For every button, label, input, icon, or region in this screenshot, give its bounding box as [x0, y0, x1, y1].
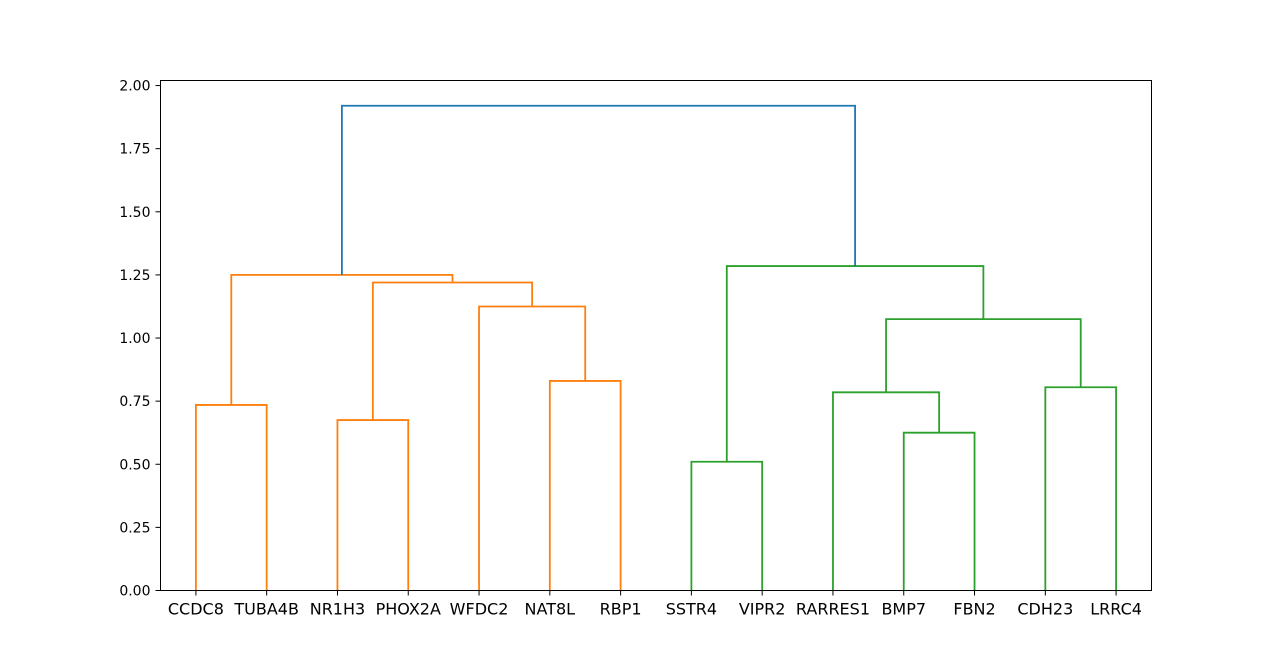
merge-link: [885, 318, 1082, 393]
y-tick-label: 0.00: [119, 584, 150, 600]
leaf-label-wfdc2: WFDC2: [450, 600, 509, 619]
leaf-label-bmp7: BMP7: [881, 600, 926, 619]
merge-link: [230, 274, 454, 405]
y-tick-label: 1.75: [119, 142, 150, 158]
merge-link: [340, 104, 856, 275]
leaf-label-phox2a: PHOX2A: [376, 600, 441, 619]
leaf-label-ccdc8: CCDC8: [168, 600, 224, 619]
leaf-label-nr1h3: NR1H3: [310, 600, 365, 619]
merge-link: [832, 391, 941, 591]
merge-link: [371, 281, 534, 421]
leaf-label-tuba4b: TUBA4B: [233, 600, 299, 619]
leaf-label-rbp1: RBP1: [600, 600, 642, 619]
y-tick-label: 0.75: [119, 394, 150, 410]
y-tick-label: 2.00: [119, 79, 150, 95]
leaf-label-lrrc4: LRRC4: [1090, 600, 1142, 619]
y-tick-label: 1.00: [119, 331, 150, 347]
leaf-label-vipr2: VIPR2: [739, 600, 786, 619]
plot-frame: [160, 80, 1152, 591]
y-tick-label: 1.50: [119, 205, 150, 221]
merge-link: [478, 305, 587, 591]
x-axis: CCDC8 TUBA4B NR1H3 PHOX2A WFDC2 NAT8L RBP1 SSTR…: [168, 590, 1142, 619]
y-tick-label: 0.25: [119, 520, 150, 536]
leaf-label-fbn2: FBN2: [953, 600, 995, 619]
leaf-label-cdh23: CDH23: [1017, 600, 1073, 619]
merge-link: [1044, 386, 1118, 591]
merge-link: [194, 404, 268, 591]
y-tick-label: 0.50: [119, 457, 150, 473]
y-tick-label: 1.25: [119, 268, 150, 284]
leaf-label-rarres1: RARRES1: [796, 600, 870, 619]
merge-link: [548, 380, 622, 591]
dendrogram-links: [194, 104, 1118, 591]
y-axis: 0.00 0.25 0.50 0.75 1.00 1.25 1.50 1.75 2.00: [119, 79, 161, 600]
merge-link: [902, 431, 976, 591]
merge-link: [690, 460, 764, 591]
merge-link: [336, 419, 410, 591]
leaf-label-sstr4: SSTR4: [666, 600, 717, 619]
leaf-label-nat8l: NAT8L: [525, 600, 576, 619]
